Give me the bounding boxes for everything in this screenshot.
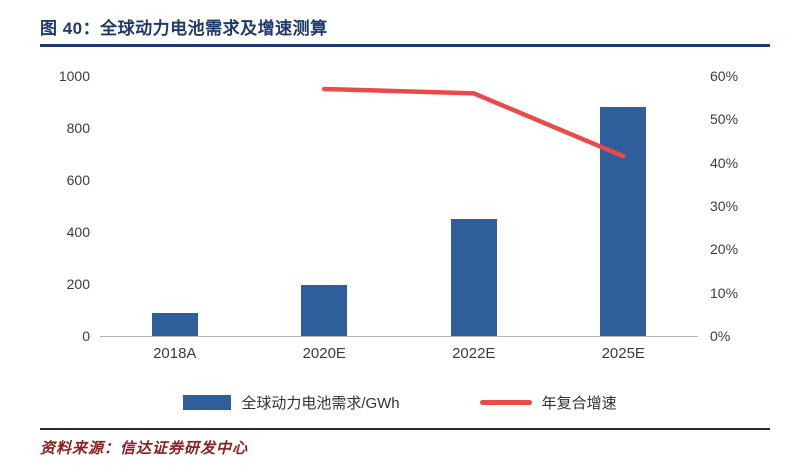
figure-label: 图 40：: [40, 19, 101, 38]
x-axis-label-2022E: 2022E: [452, 345, 496, 362]
legend-item-bars: 全球动力电池需求/GWh: [183, 392, 400, 413]
figure-title: 全球动力电池需求及增速测算: [100, 19, 328, 38]
line-series-swatch: [479, 400, 532, 405]
left-axis-tick: 600: [66, 172, 90, 188]
x-axis-label-2020E: 2020E: [302, 345, 346, 362]
bar-2020E: [301, 285, 348, 336]
figure-header: 图 40：全球动力电池需求及增速测算: [40, 14, 328, 39]
bar-2018A: [151, 312, 198, 336]
right-axis-tick: 20%: [710, 241, 739, 258]
x-axis-line: [100, 336, 698, 337]
left-axis-tick: 400: [66, 224, 90, 240]
chart-legend: 全球动力电池需求/GWh 年复合增速: [0, 392, 800, 413]
bar-2025E: [600, 107, 647, 336]
left-axis-tick: 0: [82, 328, 90, 344]
source-label: 资料来源：: [40, 441, 121, 457]
legend-item-line: 年复合增速: [479, 392, 617, 413]
source-line: 资料来源：信达证券研发中心: [40, 437, 248, 458]
bar-series-swatch: [183, 395, 232, 410]
source-rule: [40, 428, 770, 430]
bar-2022E: [450, 219, 497, 336]
right-axis-tick: 40%: [710, 154, 739, 171]
legend-label-bars: 全球动力电池需求/GWh: [241, 395, 400, 412]
left-axis-tick: 1000: [58, 68, 90, 84]
right-axis-tick: 60%: [710, 68, 739, 84]
left-axis-tick: 200: [66, 276, 90, 292]
right-axis-tick: 30%: [710, 198, 739, 214]
x-axis-label-2018A: 2018A: [153, 345, 197, 362]
header-rule: [40, 44, 770, 47]
chart-plot: 0 200 400 600 800 1000 0% 10% 20% 30% 40% 50% 60% 201…: [40, 58, 770, 370]
right-axis-tick: 10%: [710, 284, 739, 301]
source-text: 信达证券研发中心: [120, 441, 249, 457]
legend-label-line: 年复合增速: [541, 395, 617, 412]
left-axis-tick: 800: [66, 120, 90, 136]
right-axis-tick: 0%: [710, 328, 731, 344]
right-axis-tick: 50%: [710, 111, 739, 128]
growth-rate-line: [322, 86, 626, 159]
x-axis-label-2025E: 2025E: [601, 345, 645, 362]
